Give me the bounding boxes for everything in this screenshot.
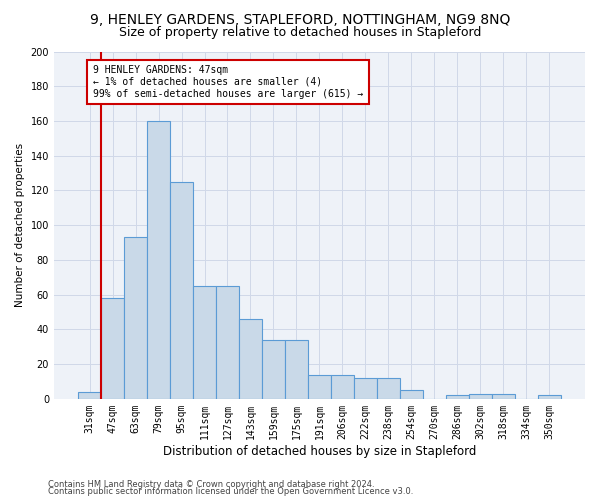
Bar [469, 394, 492, 399]
Bar [101, 298, 124, 399]
Bar [170, 182, 193, 399]
Bar [538, 396, 561, 399]
Text: Contains HM Land Registry data © Crown copyright and database right 2024.: Contains HM Land Registry data © Crown c… [48, 480, 374, 489]
Bar [124, 238, 147, 399]
Bar [492, 394, 515, 399]
Bar [377, 378, 400, 399]
X-axis label: Distribution of detached houses by size in Stapleford: Distribution of detached houses by size … [163, 444, 476, 458]
Bar [147, 121, 170, 399]
Bar [216, 286, 239, 399]
Text: 9 HENLEY GARDENS: 47sqm
← 1% of detached houses are smaller (4)
99% of semi-deta: 9 HENLEY GARDENS: 47sqm ← 1% of detached… [93, 66, 363, 98]
Bar [285, 340, 308, 399]
Y-axis label: Number of detached properties: Number of detached properties [15, 143, 25, 307]
Bar [239, 319, 262, 399]
Text: 9, HENLEY GARDENS, STAPLEFORD, NOTTINGHAM, NG9 8NQ: 9, HENLEY GARDENS, STAPLEFORD, NOTTINGHA… [90, 12, 510, 26]
Bar [78, 392, 101, 399]
Text: Size of property relative to detached houses in Stapleford: Size of property relative to detached ho… [119, 26, 481, 39]
Bar [446, 396, 469, 399]
Bar [354, 378, 377, 399]
Bar [400, 390, 423, 399]
Bar [193, 286, 216, 399]
Bar [331, 374, 354, 399]
Bar [308, 374, 331, 399]
Text: Contains public sector information licensed under the Open Government Licence v3: Contains public sector information licen… [48, 487, 413, 496]
Bar [262, 340, 285, 399]
